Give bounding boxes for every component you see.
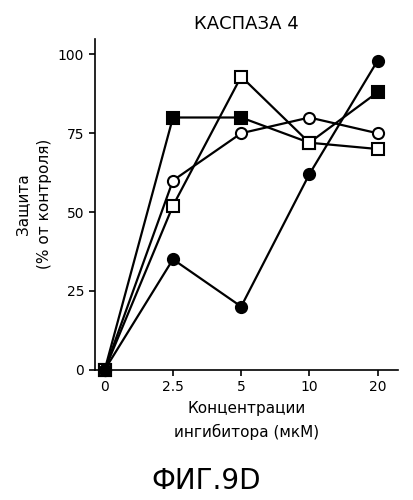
Y-axis label: Защита
(% от контроля): Защита (% от контроля) <box>15 139 52 270</box>
X-axis label: Концентрации
ингибитора (мкМ): Концентрации ингибитора (мкМ) <box>174 401 319 440</box>
Title: КАСПАЗА 4: КАСПАЗА 4 <box>194 15 299 33</box>
Text: ФИГ.9D: ФИГ.9D <box>152 467 261 495</box>
